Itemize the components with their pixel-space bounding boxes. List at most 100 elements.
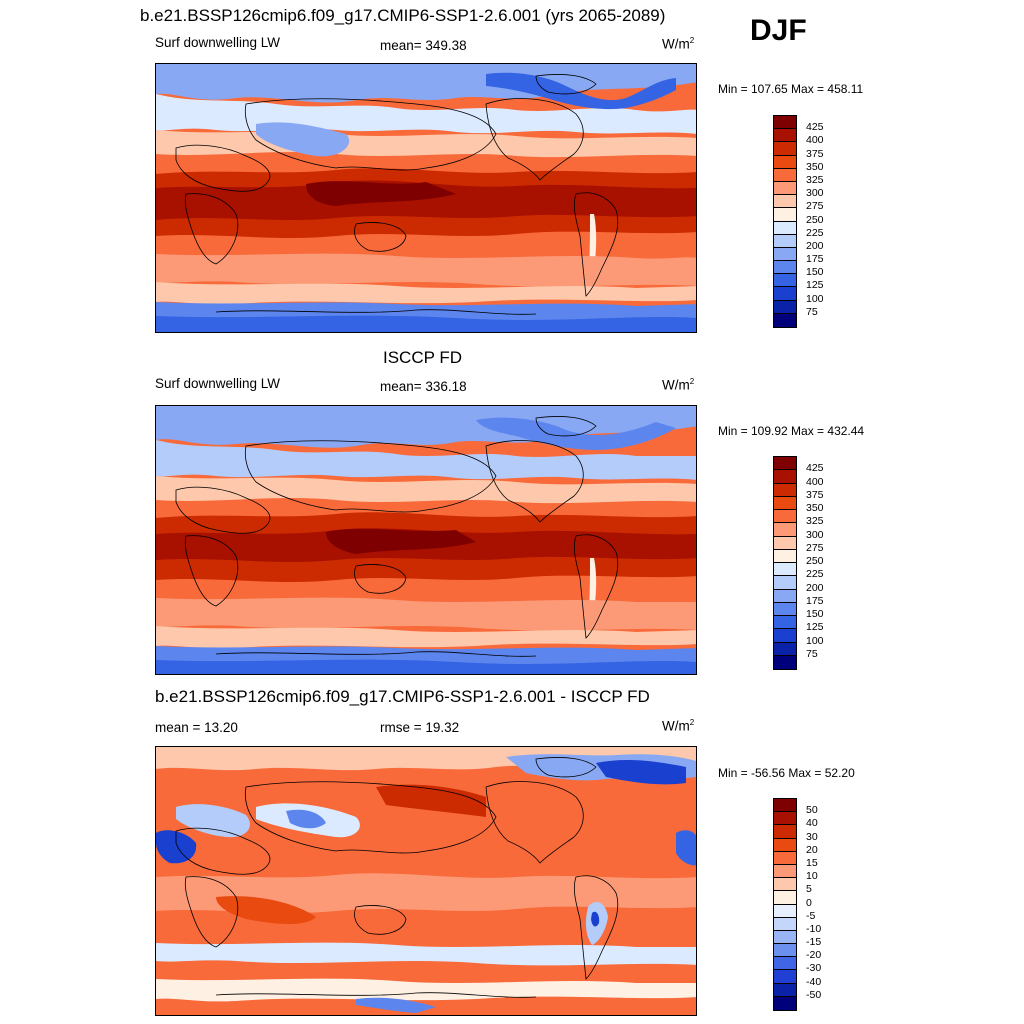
colorbar-tick-label: 20 [806, 843, 818, 856]
panel1-units: W/m2 [662, 36, 695, 52]
panel1-title: b.e21.BSSP126cmip6.f09_g17.CMIP6-SSP1-2.… [140, 6, 666, 25]
colorbar-tick-label: 75 [806, 647, 818, 660]
colorbar-swatch [774, 629, 796, 643]
colorbar-tick-label: 325 [806, 515, 824, 528]
colorbar-swatch [774, 195, 796, 209]
colorbar-tick-label: 100 [806, 634, 824, 647]
colorbar-tick-label: 425 [806, 121, 824, 134]
colorbar-swatch [774, 799, 796, 813]
colorbar-tick-label: -10 [806, 922, 822, 935]
colorbar-tick-label: 300 [806, 528, 824, 541]
colorbar-swatch [774, 234, 796, 248]
colorbar-tick-label: 350 [806, 160, 824, 173]
colorbar-tick-label: -30 [806, 962, 822, 975]
colorbar-tick-label: 5 [806, 883, 812, 896]
colorbar-tick-label: 200 [806, 581, 824, 594]
colorbar-swatch [774, 576, 796, 590]
panel2-units: W/m2 [662, 377, 695, 393]
colorbar-swatch [774, 247, 796, 262]
colorbar-swatch [774, 208, 796, 222]
colorbar-tick-label: 150 [806, 266, 824, 279]
colorbar-tick-label: 175 [806, 253, 824, 266]
colorbar-swatch [774, 168, 796, 182]
colorbar-tick-label: 225 [806, 226, 824, 239]
panel2-colorbar [773, 456, 797, 670]
colorbar-tick-label: 350 [806, 502, 824, 514]
colorbar-swatch [774, 891, 796, 905]
colorbar-tick-label: 400 [806, 134, 824, 147]
colorbar-swatch [774, 878, 796, 892]
colorbar-swatch [774, 970, 796, 984]
colorbar-tick-label: 40 [806, 817, 818, 830]
colorbar-swatch [774, 589, 796, 603]
season-label: DJF [750, 14, 807, 47]
colorbar-tick-label: 200 [806, 239, 824, 252]
panel3-minmax: Min = -56.56 Max = 52.20 [718, 766, 855, 780]
colorbar-tick-label: 325 [806, 173, 824, 186]
colorbar-tick-label: 250 [806, 213, 824, 226]
colorbar-swatch [774, 563, 796, 577]
colorbar-swatch [774, 655, 796, 669]
colorbar-tick-label: 50 [806, 804, 818, 817]
colorbar-swatch [774, 470, 796, 484]
panel1-minmax: Min = 107.65 Max = 458.11 [718, 82, 864, 96]
colorbar-tick-label: 275 [806, 541, 824, 554]
colorbar-tick-label: 425 [806, 462, 824, 475]
colorbar-tick-label: 150 [806, 608, 824, 620]
panel1-colorbar [773, 115, 797, 328]
colorbar-swatch [774, 155, 796, 169]
colorbar-swatch [774, 983, 796, 997]
colorbar-swatch [774, 549, 796, 563]
colorbar-swatch [774, 300, 796, 314]
colorbar-tick-label: 125 [806, 279, 824, 292]
colorbar-tick-label: -15 [806, 936, 822, 949]
colorbar-swatch [774, 221, 796, 235]
panel2-title: ISCCP FD [383, 348, 463, 367]
colorbar-swatch [774, 642, 796, 656]
colorbar-swatch [774, 917, 796, 931]
panel3-map [155, 746, 697, 1016]
colorbar-tick-label: -20 [806, 949, 822, 962]
colorbar-swatch [774, 483, 796, 497]
colorbar-swatch [774, 129, 796, 143]
colorbar-swatch [774, 602, 796, 616]
panel3-mean-label: mean = 13.20 [155, 720, 238, 735]
colorbar-swatch [774, 274, 796, 288]
colorbar-swatch [774, 944, 796, 958]
colorbar-swatch [774, 930, 796, 945]
colorbar-swatch [774, 142, 796, 156]
colorbar-swatch [774, 523, 796, 537]
colorbar-tick-label: 275 [806, 200, 824, 213]
colorbar-swatch [774, 536, 796, 550]
colorbar-swatch [774, 851, 796, 865]
panel2-map [155, 405, 697, 675]
colorbar-swatch [774, 457, 796, 471]
panel1-mean-label: mean= 349.38 [380, 38, 467, 53]
colorbar-tick-label: 300 [806, 187, 824, 200]
colorbar-swatch [774, 996, 796, 1010]
panel2-variable-label: Surf downwelling LW [155, 376, 281, 391]
panel2-minmax: Min = 109.92 Max = 432.44 [718, 424, 865, 438]
colorbar-tick-label: 100 [806, 292, 824, 305]
colorbar-swatch [774, 616, 796, 630]
colorbar-swatch [774, 825, 796, 839]
panel1-map [155, 63, 697, 333]
panel3-colorbar [773, 798, 797, 1011]
panel2-mean-label: mean= 336.18 [380, 379, 467, 394]
colorbar-swatch [774, 838, 796, 852]
colorbar-tick-label: -40 [806, 975, 822, 988]
colorbar-swatch [774, 957, 796, 971]
colorbar-tick-label: 375 [806, 488, 824, 501]
colorbar-tick-label: 10 [806, 870, 818, 883]
colorbar-swatch [774, 287, 796, 301]
panel1-variable-label: Surf downwelling LW [155, 35, 281, 50]
colorbar-swatch [774, 812, 796, 826]
colorbar-tick-label: 400 [806, 475, 824, 488]
colorbar-tick-label: -50 [806, 988, 822, 1001]
colorbar-swatch [774, 181, 796, 196]
colorbar-tick-label: -5 [806, 909, 816, 922]
colorbar-swatch [774, 904, 796, 918]
colorbar-tick-label: 125 [806, 621, 824, 634]
colorbar-swatch [774, 864, 796, 879]
colorbar-swatch [774, 313, 796, 327]
